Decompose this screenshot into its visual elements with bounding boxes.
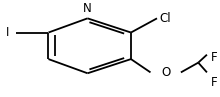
Text: Cl: Cl <box>159 12 171 25</box>
Text: N: N <box>83 2 92 15</box>
Text: F: F <box>211 51 218 64</box>
Text: I: I <box>6 26 9 39</box>
Text: F: F <box>211 76 218 89</box>
Text: O: O <box>161 66 170 79</box>
